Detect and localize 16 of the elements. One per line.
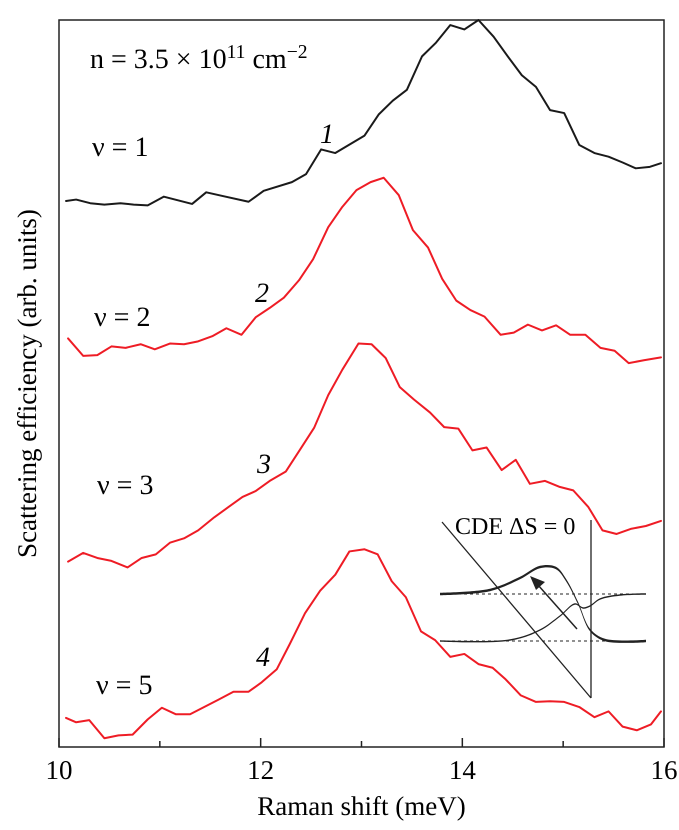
annotation: n = 3.5 × 10$^{11}$ cm$^{−2}$ [90, 42, 308, 75]
annotation: 3 [256, 449, 271, 480]
x-tick-label: 14 [448, 755, 476, 785]
annotation: 2 [255, 278, 269, 309]
series-label: ν = 3 [97, 470, 154, 501]
series-label: ν = 2 [94, 302, 150, 333]
series-label: ν = 1 [92, 132, 148, 163]
x-tick-label: 12 [247, 755, 274, 785]
annotation: 1 [320, 119, 334, 150]
x-tick-label: 10 [46, 755, 72, 785]
x-axis-title: Raman shift (meV) [257, 791, 466, 821]
x-tick-label: 16 [650, 755, 678, 785]
annotation: 4 [256, 642, 270, 673]
annotation: CDE ΔS = 0 [455, 514, 576, 540]
y-axis-title: Scattering efficiency (arb. units) [12, 209, 42, 558]
series-label: ν = 5 [96, 670, 152, 701]
